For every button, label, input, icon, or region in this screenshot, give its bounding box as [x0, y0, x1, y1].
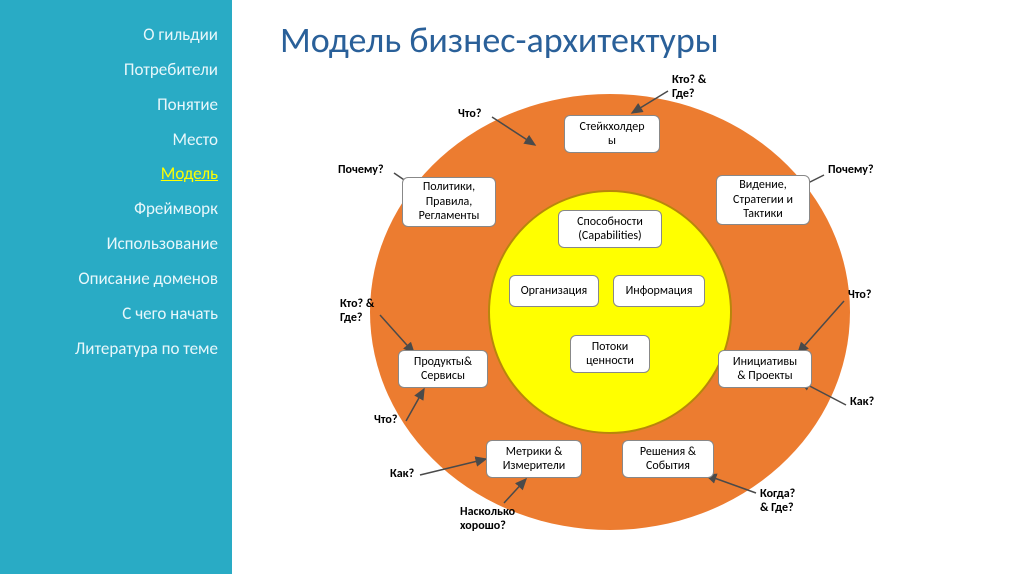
callout-arrow-1 — [632, 91, 668, 113]
sidebar-item-7[interactable]: Описание доменов — [14, 262, 218, 297]
inner-box-3: Потоки ценности — [570, 335, 650, 373]
sidebar-item-3[interactable]: Место — [14, 123, 218, 158]
sidebar-item-9[interactable]: Литература по теме — [14, 332, 218, 367]
sidebar-item-4[interactable]: Модель — [14, 157, 218, 192]
callout-label-9: Насколько хорошо? — [460, 505, 515, 533]
outer-box-0: Стейкхолдер ы — [564, 115, 660, 153]
outer-box-1: Политики, Правила, Регламенты — [402, 177, 496, 227]
callout-arrow-9 — [504, 479, 526, 503]
outer-box-6: Решения & События — [622, 440, 714, 478]
callout-arrow-8 — [420, 459, 486, 475]
outer-box-3: Продукты& Сервисы — [398, 350, 488, 388]
outer-box-2: Видение, Стратегии и Тактики — [716, 175, 810, 225]
callout-label-1: Кто? & Где? — [672, 73, 706, 101]
sidebar-item-0[interactable]: О гильдии — [14, 18, 218, 53]
outer-box-4: Инициативы & Проекты — [718, 350, 812, 388]
sidebar-item-2[interactable]: Понятие — [14, 88, 218, 123]
callout-arrow-5 — [798, 301, 844, 353]
callout-label-0: Что? — [458, 107, 481, 121]
callout-arrow-10 — [706, 475, 756, 493]
callout-label-8: Как? — [390, 467, 414, 481]
page-title: Модель бизнес-архитектуры — [280, 18, 719, 62]
sidebar-item-8[interactable]: С чего начать — [14, 297, 218, 332]
callout-label-6: Что? — [374, 413, 397, 427]
callout-label-7: Как? — [850, 395, 874, 409]
callout-label-10: Когда? & Где? — [760, 487, 795, 515]
callout-arrow-6 — [406, 389, 424, 421]
sidebar-item-1[interactable]: Потребители — [14, 53, 218, 88]
inner-box-1: Организация — [509, 275, 599, 307]
outer-box-5: Метрики & Измерители — [486, 440, 582, 478]
callout-arrow-0 — [492, 117, 535, 145]
callout-label-3: Почему? — [828, 163, 874, 177]
sidebar: О гильдииПотребителиПонятиеМестоМодельФр… — [0, 0, 232, 574]
callout-label-4: Кто? & Где? — [340, 297, 374, 325]
callout-label-2: Почему? — [338, 163, 384, 177]
callout-arrow-4 — [380, 315, 414, 353]
callout-label-5: Что? — [848, 288, 871, 302]
inner-box-0: Способности (Capabilities) — [558, 210, 662, 248]
sidebar-item-5[interactable]: Фреймворк — [14, 192, 218, 227]
sidebar-item-6[interactable]: Использование — [14, 227, 218, 262]
inner-box-2: Информация — [613, 275, 705, 307]
diagram-area: Стейкхолдер ы Политики, Правила, Регламен… — [320, 75, 900, 565]
